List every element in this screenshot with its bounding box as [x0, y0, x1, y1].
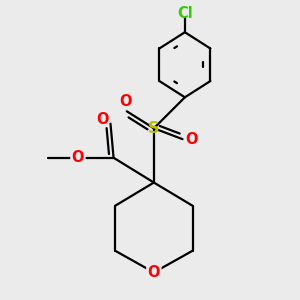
- Text: O: O: [186, 132, 198, 147]
- Text: S: S: [148, 121, 160, 136]
- Text: O: O: [148, 265, 160, 280]
- Text: O: O: [119, 94, 131, 110]
- Text: O: O: [97, 112, 109, 127]
- Text: Cl: Cl: [177, 6, 193, 21]
- Text: O: O: [72, 150, 84, 165]
